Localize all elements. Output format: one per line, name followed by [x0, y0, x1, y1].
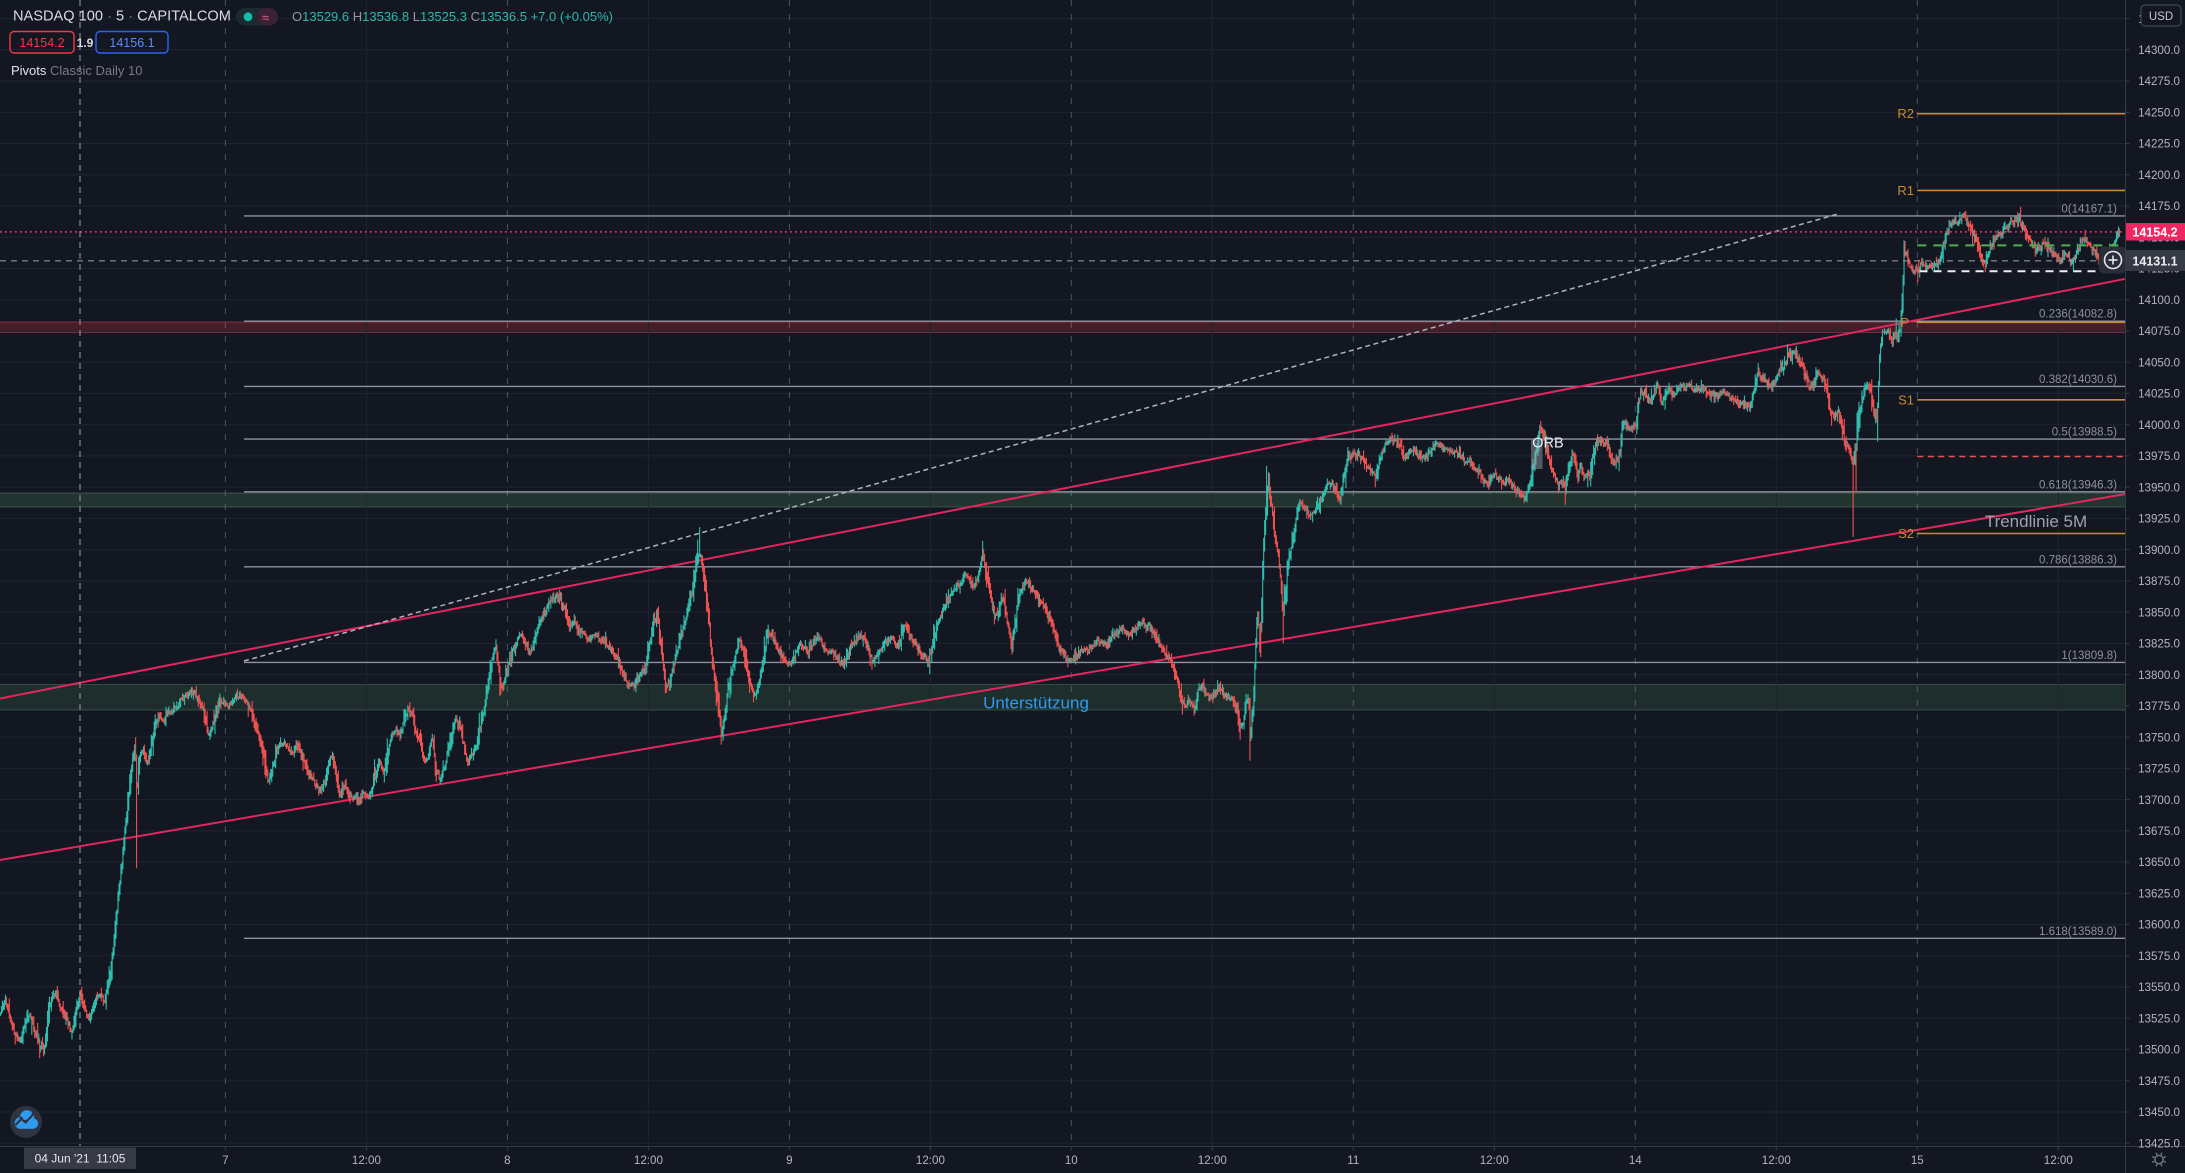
svg-text:13650.0: 13650.0 [2138, 856, 2180, 869]
svg-text:13700.0: 13700.0 [2138, 794, 2180, 807]
svg-text:14154.2: 14154.2 [19, 36, 64, 50]
svg-text:13550.0: 13550.0 [2138, 981, 2180, 994]
svg-text:13825.0: 13825.0 [2138, 638, 2180, 651]
svg-text:NASDAQ 100 · 5 · CAPITALCOM: NASDAQ 100 · 5 · CAPITALCOM [13, 9, 231, 25]
svg-text:14050.0: 14050.0 [2138, 356, 2180, 369]
svg-text:14100.0: 14100.0 [2138, 294, 2180, 307]
svg-text:1.618(13589.0): 1.618(13589.0) [2039, 926, 2117, 938]
svg-text:14200.0: 14200.0 [2138, 169, 2180, 182]
svg-text:USD: USD [2149, 11, 2173, 23]
svg-text:12:00: 12:00 [1198, 1154, 1227, 1167]
svg-text:14: 14 [1629, 1154, 1642, 1167]
svg-text:13475.0: 13475.0 [2138, 1075, 2180, 1088]
svg-text:11: 11 [1347, 1154, 1359, 1167]
svg-text:13725.0: 13725.0 [2138, 763, 2180, 776]
svg-text:1.9: 1.9 [77, 36, 94, 50]
svg-text:13625.0: 13625.0 [2138, 888, 2180, 901]
svg-text:12:00: 12:00 [634, 1154, 663, 1167]
svg-text:14154.2: 14154.2 [2132, 225, 2177, 239]
svg-text:14225.0: 14225.0 [2138, 138, 2180, 151]
svg-text:13750.0: 13750.0 [2138, 731, 2180, 744]
svg-text:P: P [1900, 315, 1909, 330]
svg-text:13525.0: 13525.0 [2138, 1012, 2180, 1025]
svg-text:04 Jun '21 11:05: 04 Jun '21 11:05 [35, 1152, 126, 1166]
svg-text:Pivots Classic Daily 10: Pivots Classic Daily 10 [11, 63, 143, 78]
svg-text:Trendlinie 5M: Trendlinie 5M [1985, 512, 2087, 531]
svg-text:14131.1: 14131.1 [2132, 255, 2177, 269]
svg-text:13925.0: 13925.0 [2138, 513, 2180, 526]
svg-text:0(14167.1): 0(14167.1) [2061, 203, 2117, 215]
svg-text:12:00: 12:00 [1480, 1154, 1509, 1167]
svg-text:13500.0: 13500.0 [2138, 1044, 2180, 1057]
svg-text:ORB: ORB [1532, 436, 1563, 452]
svg-text:14075.0: 14075.0 [2138, 325, 2180, 338]
svg-text:13450.0: 13450.0 [2138, 1106, 2180, 1119]
svg-text:13425.0: 13425.0 [2138, 1137, 2180, 1150]
svg-text:12:00: 12:00 [916, 1154, 945, 1167]
svg-text:15: 15 [1911, 1154, 1924, 1167]
svg-text:13900.0: 13900.0 [2138, 544, 2180, 557]
svg-text:13675.0: 13675.0 [2138, 825, 2180, 838]
svg-text:13850.0: 13850.0 [2138, 606, 2180, 619]
svg-text:12:00: 12:00 [352, 1154, 381, 1167]
svg-text:9: 9 [786, 1154, 792, 1167]
svg-text:R1: R1 [1897, 183, 1914, 198]
svg-text:0.382(14030.6): 0.382(14030.6) [2039, 374, 2117, 386]
svg-text:14156.1: 14156.1 [109, 36, 154, 50]
svg-text:O13529.6 H13536.8 L13525.3 C13: O13529.6 H13536.8 L13525.3 C13536.5 +7.0… [292, 9, 613, 24]
svg-text:10: 10 [1065, 1154, 1078, 1167]
svg-text:7: 7 [222, 1154, 228, 1167]
svg-text:13975.0: 13975.0 [2138, 450, 2180, 463]
svg-text:1(13809.8): 1(13809.8) [2061, 650, 2117, 662]
svg-text:Unterstützung: Unterstützung [983, 694, 1089, 713]
svg-text:8: 8 [504, 1154, 510, 1167]
svg-text:S1: S1 [1898, 392, 1914, 407]
svg-text:12:00: 12:00 [1762, 1154, 1791, 1167]
svg-text:14275.0: 14275.0 [2138, 75, 2180, 88]
svg-text:0.618(13946.3): 0.618(13946.3) [2039, 479, 2117, 491]
svg-text:S2: S2 [1898, 526, 1914, 541]
svg-text:14300.0: 14300.0 [2138, 44, 2180, 57]
svg-text:0.786(13886.3): 0.786(13886.3) [2039, 554, 2117, 566]
svg-text:13600.0: 13600.0 [2138, 919, 2180, 932]
svg-text:13950.0: 13950.0 [2138, 481, 2180, 494]
svg-text:13575.0: 13575.0 [2138, 950, 2180, 963]
svg-text:0.236(14082.8): 0.236(14082.8) [2039, 309, 2117, 321]
svg-text:12:00: 12:00 [2044, 1154, 2073, 1167]
svg-text:13800.0: 13800.0 [2138, 669, 2180, 682]
svg-text:13775.0: 13775.0 [2138, 700, 2180, 713]
svg-text:0.5(13988.5): 0.5(13988.5) [2052, 427, 2117, 439]
svg-text:14250.0: 14250.0 [2138, 107, 2180, 120]
svg-text:14175.0: 14175.0 [2138, 200, 2180, 213]
svg-text:13875.0: 13875.0 [2138, 575, 2180, 588]
svg-text:≈: ≈ [262, 10, 269, 25]
svg-text:R2: R2 [1897, 106, 1914, 121]
svg-text:14025.0: 14025.0 [2138, 388, 2180, 401]
svg-text:14000.0: 14000.0 [2138, 419, 2180, 432]
